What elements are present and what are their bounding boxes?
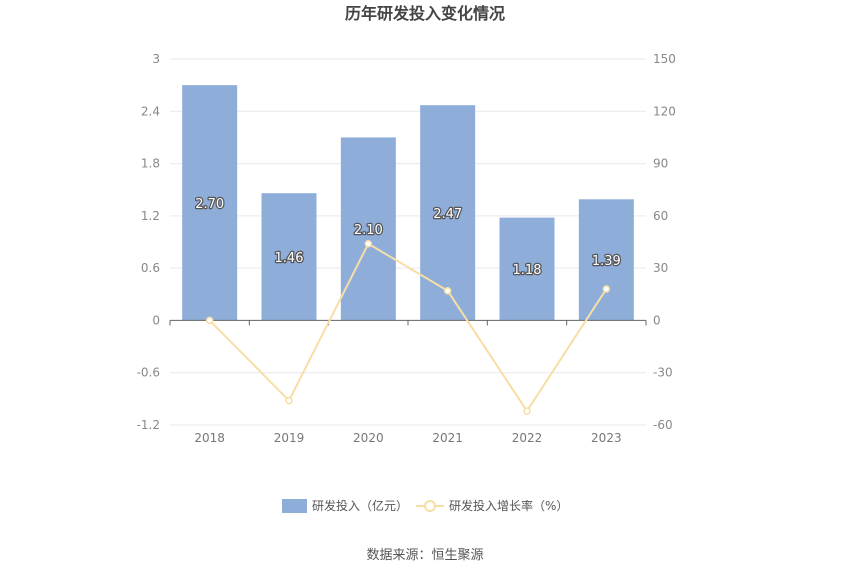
x-tick-label: 2022 — [512, 431, 543, 445]
x-tick-label: 2020 — [353, 431, 384, 445]
bar-2023[interactable] — [578, 199, 634, 321]
legend[interactable]: 研发投入（亿元） 研发投入增长率（%） — [282, 498, 568, 513]
left-tick-label: 3 — [152, 52, 160, 66]
bar-value-label: 2.10 — [354, 223, 383, 238]
legend-line-label: 研发投入增长率（%） — [449, 498, 568, 513]
left-tick-label: 0 — [152, 313, 160, 327]
bar-value-label: 1.39 — [592, 254, 621, 269]
right-tick-label: 0 — [653, 313, 661, 327]
growth-point-2020[interactable] — [364, 239, 373, 248]
right-tick-label: -30 — [653, 366, 673, 380]
bar-value-label: 1.18 — [513, 263, 542, 278]
left-tick-label: 1.8 — [141, 157, 160, 171]
x-tick-label: 2021 — [432, 431, 463, 445]
bar-2020[interactable] — [340, 137, 396, 321]
bar-labels: 2.70 1.46 2.10 2.47 1.18 1.39 — [194, 196, 622, 280]
right-tick-label: -60 — [653, 418, 673, 432]
legend-bar-swatch — [282, 499, 307, 513]
bar-value-label: 2.47 — [433, 207, 462, 222]
bar-2019[interactable] — [261, 193, 317, 321]
left-tick-label: 0.6 — [141, 261, 160, 275]
right-axis: 150 120 90 60 30 0 -30 -60 — [653, 52, 676, 432]
growth-point-2021[interactable] — [443, 287, 452, 295]
bar-2022[interactable] — [499, 217, 555, 321]
right-tick-label: 90 — [653, 157, 668, 171]
x-tick-label: 2018 — [194, 431, 225, 445]
x-tick-label: 2023 — [591, 431, 622, 445]
x-tick-label: 2019 — [274, 431, 305, 445]
growth-point-2022[interactable] — [523, 407, 531, 415]
legend-line-marker-icon — [424, 500, 436, 512]
bar-2021[interactable] — [420, 105, 476, 321]
left-axis: 3 2.4 1.8 1.2 0.6 0 -0.6 -1.2 — [137, 52, 160, 432]
line-series — [205, 239, 611, 415]
left-tick-label: 2.4 — [141, 104, 160, 118]
bar-value-label: 2.70 — [195, 197, 224, 212]
chart-title: 历年研发投入变化情况 — [345, 4, 505, 23]
x-axis: 2018 2019 2020 2021 2022 2023 — [169, 319, 647, 445]
bar-series — [182, 85, 634, 321]
left-tick-label: 1.2 — [141, 209, 160, 223]
growth-rate-line — [208, 242, 608, 413]
right-tick-label: 60 — [653, 209, 668, 223]
left-tick-label: -1.2 — [137, 418, 160, 432]
left-tick-label: -0.6 — [137, 366, 160, 380]
right-tick-label: 120 — [653, 104, 676, 118]
grid-lines — [170, 58, 646, 426]
bar-value-label: 1.46 — [275, 251, 304, 266]
growth-point-2023[interactable] — [602, 285, 611, 293]
data-source: 数据来源：恒生聚源 — [366, 548, 483, 563]
growth-point-2018[interactable] — [205, 316, 214, 325]
right-tick-label: 150 — [653, 52, 676, 66]
bar-2018[interactable] — [182, 85, 238, 321]
growth-point-2019[interactable] — [285, 396, 293, 405]
right-tick-label: 30 — [653, 261, 668, 275]
legend-bar-label: 研发投入（亿元） — [312, 498, 408, 513]
